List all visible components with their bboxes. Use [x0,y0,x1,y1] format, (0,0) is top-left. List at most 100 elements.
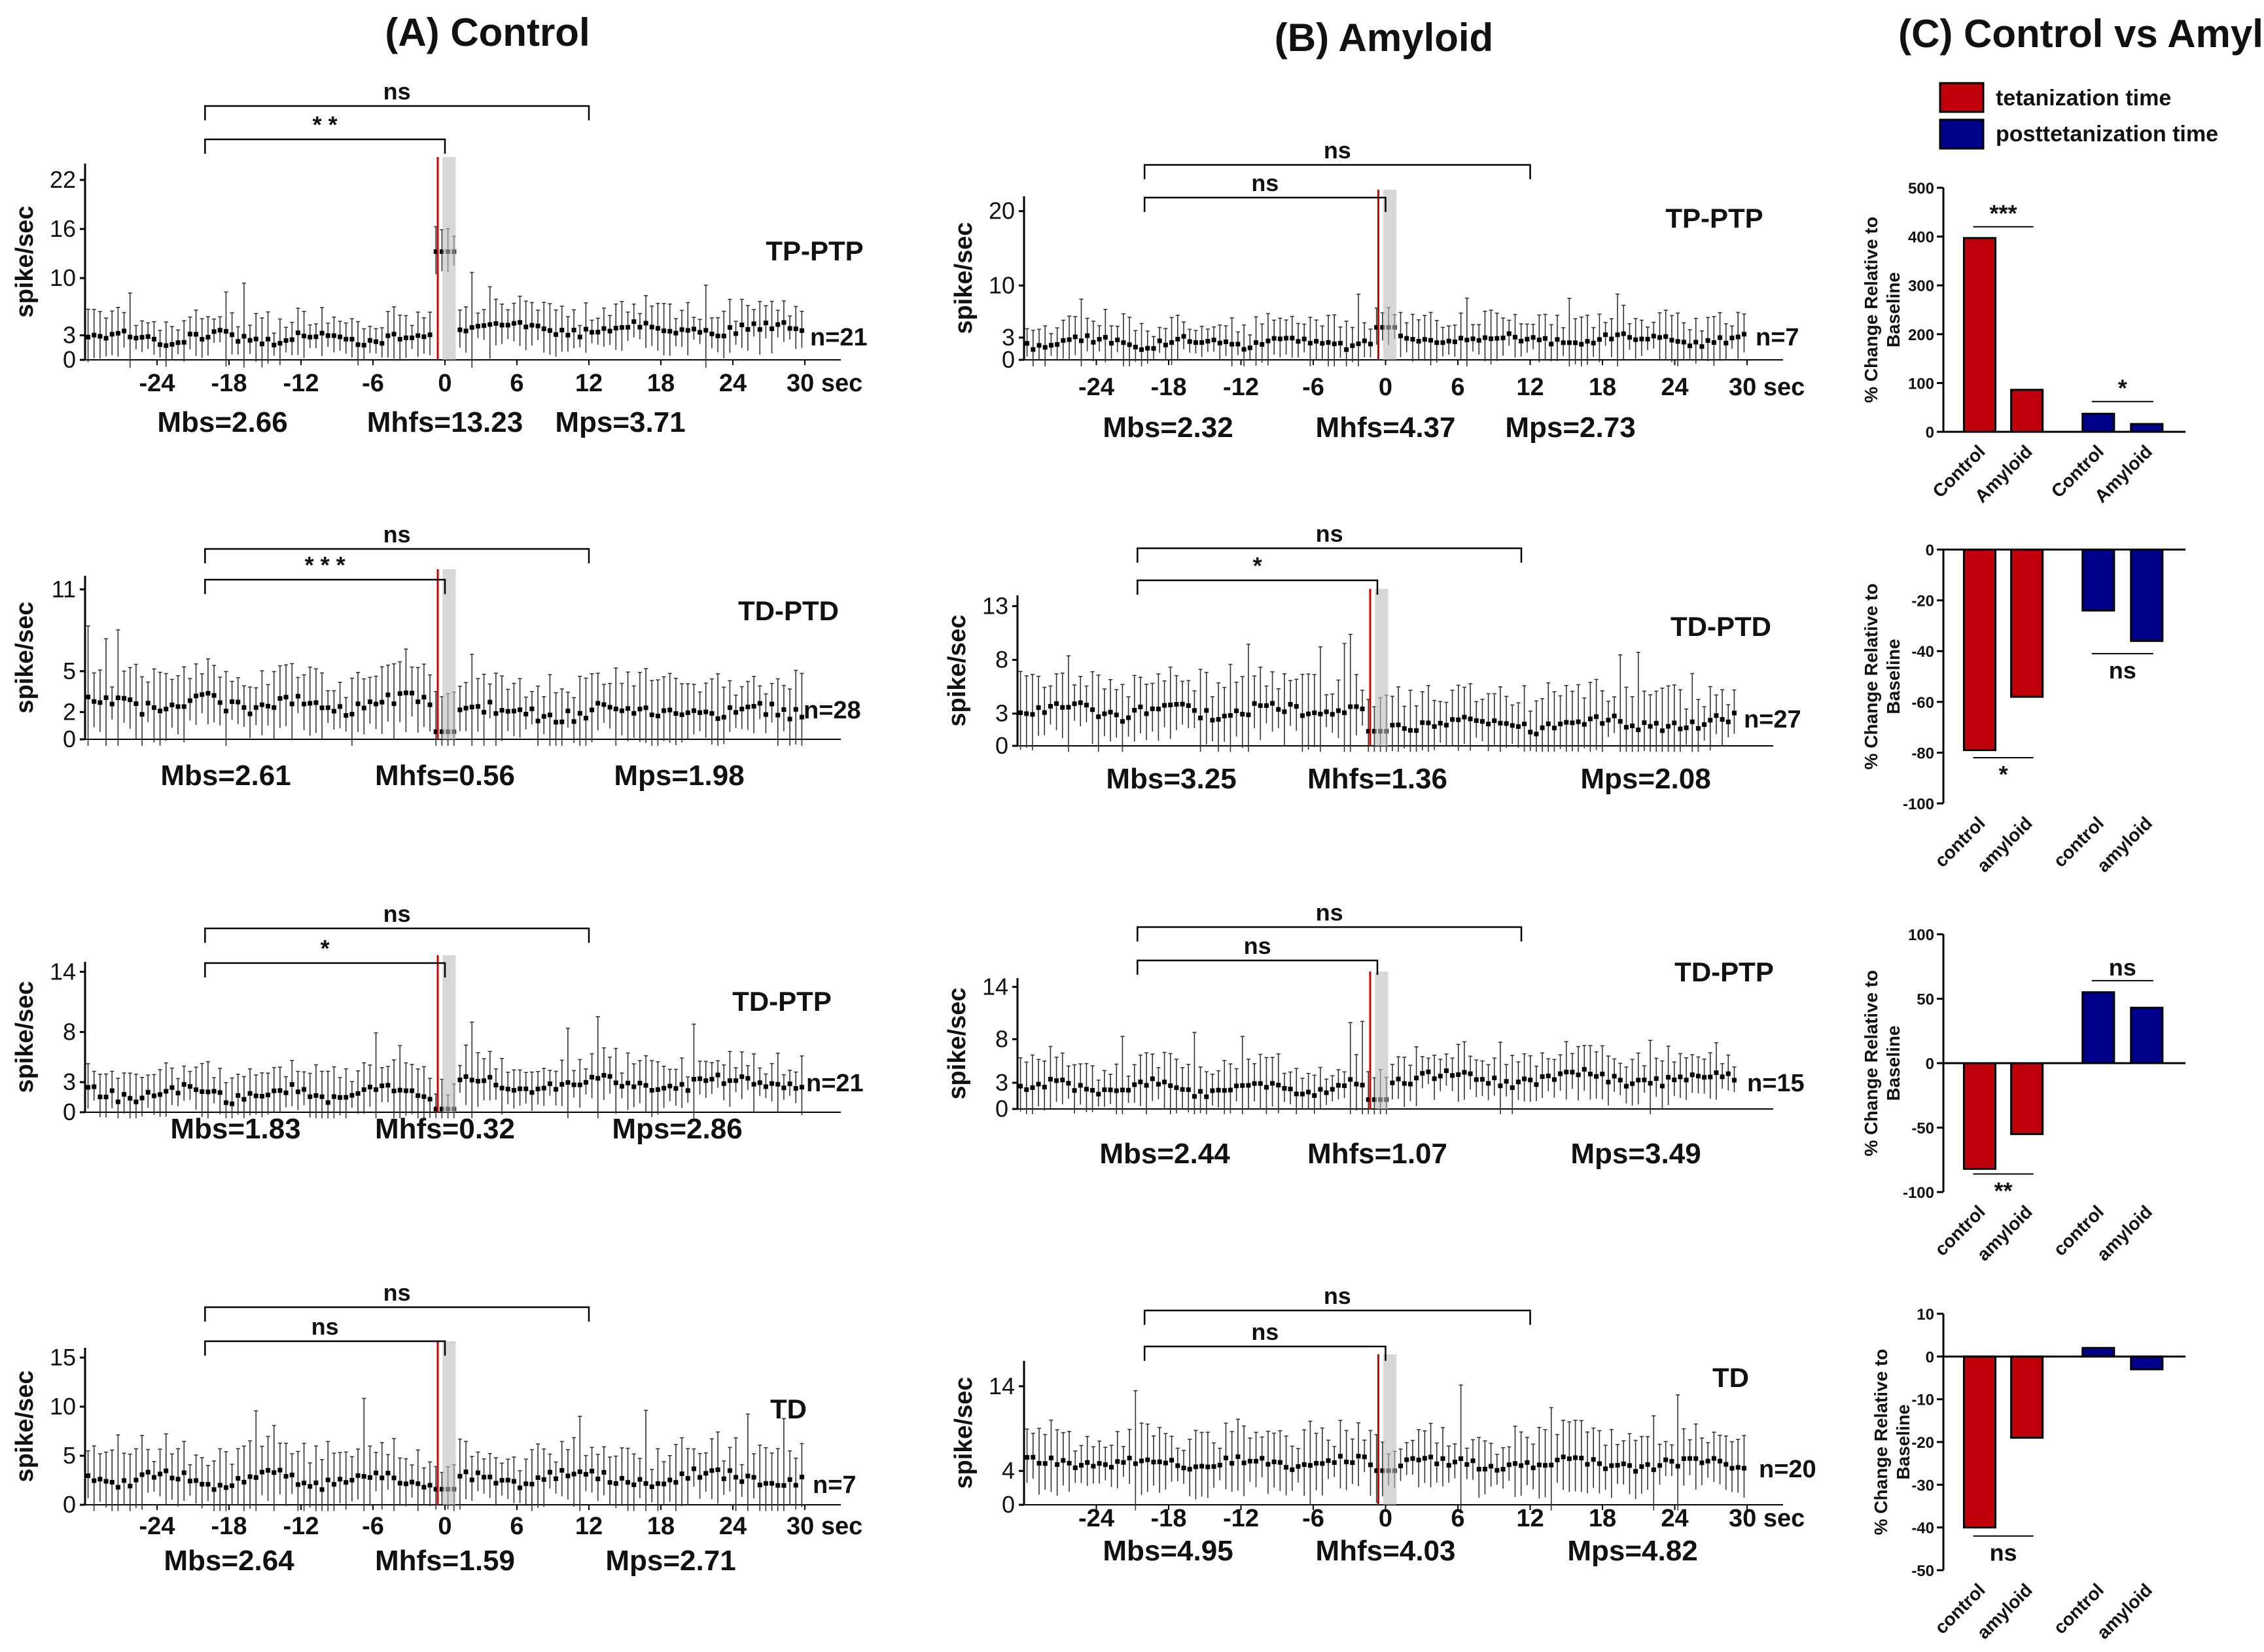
x-tick-label: -18 [211,1513,247,1540]
mean-marker [667,707,673,712]
mean-marker [1240,712,1245,717]
mean-marker [1296,339,1301,344]
mean-marker [565,709,571,714]
mean-marker [1422,1456,1427,1461]
mean-marker [308,334,313,340]
significance-bracket [1143,164,1531,179]
mean-marker [757,1080,762,1085]
mean-marker [295,1089,300,1095]
mean-marker [259,1469,264,1475]
mean-marker [1156,707,1161,712]
mean-marker [590,707,595,712]
mean-marker [1432,724,1437,729]
mean-marker [781,707,787,712]
mean-marker [518,707,523,712]
mean-marker [151,336,156,342]
mean-marker [734,1475,739,1480]
mean-marker [1025,341,1030,346]
mean-marker [344,1095,349,1100]
mean-marker [380,341,385,346]
mean-marker [1416,1457,1421,1462]
mean-marker [1290,1467,1295,1472]
mean-marker [577,334,582,340]
mean-marker [1506,1462,1512,1467]
mean-marker [1407,728,1413,733]
mean-marker [158,1092,163,1097]
mean-marker [433,249,438,255]
y-tick-label: 10 [989,272,1015,298]
y-tick-label: 0 [63,1098,76,1125]
mean-marker [1416,339,1421,344]
mean-marker [1024,1087,1029,1092]
mean-marker [1675,1464,1680,1469]
mean-marker [799,1475,804,1480]
mean-marker [1636,727,1641,732]
mean-marker [721,334,726,339]
mean-marker [1543,1463,1548,1468]
mean-marker [283,695,289,700]
mean-marker [272,705,277,711]
mean-marker [1288,1087,1293,1092]
y-tick-label: 0 [995,732,1008,759]
mean-marker [331,709,336,714]
mean-marker [1210,718,1215,723]
mean-marker [1354,704,1359,709]
mean-marker [547,328,552,333]
mean-marker [1061,1458,1066,1463]
mean-marker [1558,1071,1563,1076]
y-tick-label: 100 [1908,375,1934,393]
mean-marker [158,1471,163,1477]
mean-marker [493,1481,499,1486]
mean-marker [1085,1460,1090,1465]
condition-label: TD-PTD [1671,611,1771,642]
y-tick-label: 11 [52,576,76,603]
y-tick-label: -80 [1911,745,1934,762]
mean-marker [1228,1087,1233,1093]
mean-marker [1084,703,1089,708]
mean-marker [554,720,559,725]
raster-control-td: 0 5 10 15 spike/sec -24 -18 -12 -6 0 6 12 18 24 30 sec… [11,1279,862,1577]
y-tick-label: 5 [63,658,76,684]
mean-marker [1452,339,1457,344]
mean-marker [1731,711,1737,716]
panel-title-b: (B) Amyloid [1275,16,1493,60]
mean-marker [1678,1074,1683,1080]
mean-marker [487,322,493,327]
mean-marker [266,703,271,709]
mean-marker [1645,336,1650,342]
mean-marker [793,1086,798,1091]
mean-marker [1648,724,1653,729]
mean-marker [1174,701,1179,707]
mean-marker [109,701,115,707]
mean-marker [1018,710,1023,715]
mean-marker [217,1483,222,1488]
mean-marker [272,1470,277,1475]
n-label: n=7 [1756,324,1799,351]
mean-marker [1078,338,1084,343]
mean-marker [1434,340,1440,345]
hfs-window [1383,1354,1397,1505]
mean-marker [1621,331,1626,336]
mean-marker [1522,1076,1527,1081]
mean-marker [571,1471,576,1477]
mean-marker [1277,1460,1282,1465]
mean-marker [200,692,205,697]
n-label: n=21 [806,1070,864,1097]
y-tick-label: -50 [1911,1120,1934,1138]
mean-marker [1688,343,1693,349]
mean-marker [781,1483,787,1488]
bar-chart-td-ptd: -100 -80 -60 -40 -20 0 % Change Relative to Bas… [1861,542,2185,876]
bar [2081,548,2115,612]
mean-marker [673,711,679,716]
mean-marker [469,325,474,330]
mean-marker [643,1481,648,1486]
mean-marker [128,1483,133,1488]
mean-marker [529,1481,535,1486]
mean-marker [289,1472,294,1477]
mean-marker [223,1485,228,1490]
mean-marker [1348,1077,1353,1082]
mean-marker [1108,1087,1113,1093]
mean-marker [397,336,402,342]
raster-amyloid-td-ptd: 0 3 8 13 spike/sec TD-PTD n=27 Mbs=3.25 Mhfs=1.3… [944,520,1801,795]
mean-marker [1048,703,1053,709]
